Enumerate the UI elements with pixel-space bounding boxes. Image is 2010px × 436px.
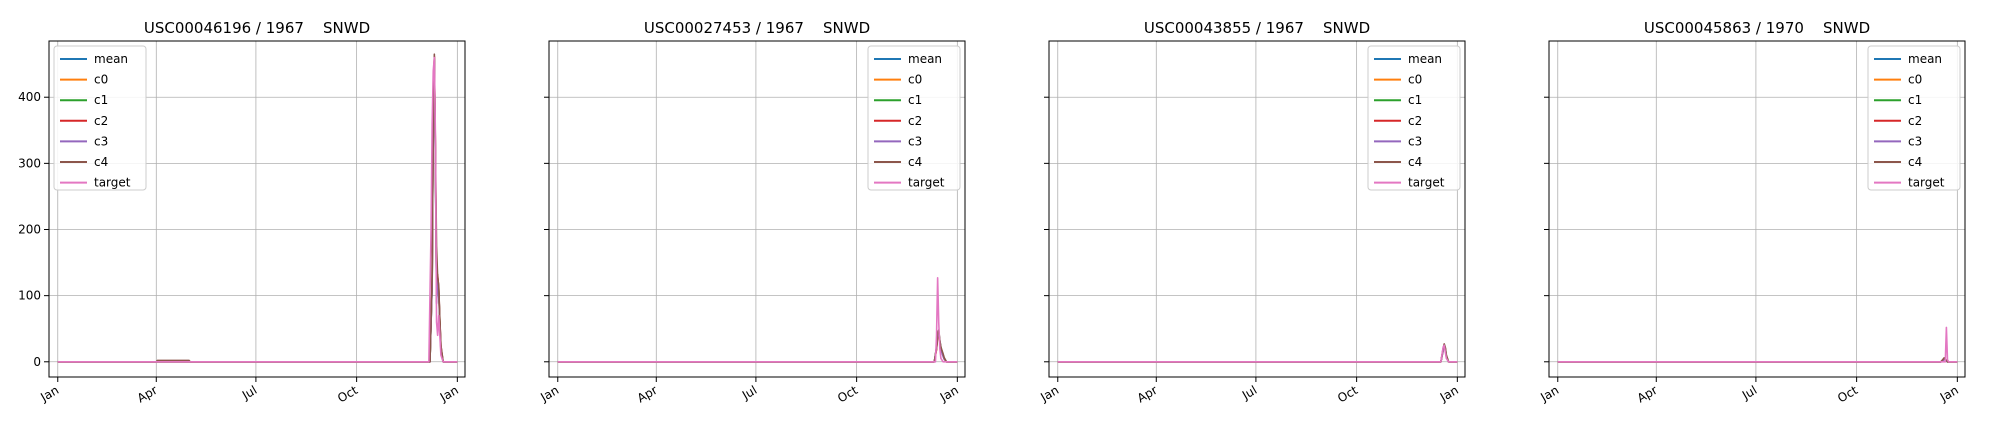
legend-box [1367,45,1461,191]
legend: mean c0 c1 c2 c3 c4 target [1367,45,1461,191]
legend-label-target: target [1408,176,1445,190]
series-line-target [1057,344,1458,363]
chart-title: USC00045863 / 1970 SNWD [1644,19,1870,37]
legend-label-target: target [94,176,131,190]
legend-box [867,45,961,191]
series-line-mean [1057,344,1458,363]
x-tick-label: Jul [239,383,259,403]
series-line-c2 [1057,344,1458,363]
series-line-c3 [557,332,958,363]
legend-label-c4: c4 [94,155,108,169]
x-tick-label: Jan [437,383,461,405]
legend: mean c0 c1 c2 c3 c4 target [53,45,147,191]
legend-label-target: target [908,176,945,190]
legend-label-target: target [1908,176,1945,190]
x-tick-label: Jan [37,383,61,405]
axes-frame [1048,40,1466,378]
series-line-c1 [557,330,958,363]
y-tick-label: 300 [18,156,41,170]
legend-box [1867,45,1961,191]
y-tick-label: 100 [18,289,41,303]
legend-box [53,45,147,191]
axes-frame [48,40,466,378]
legend-label-c0: c0 [1908,73,1922,87]
x-tick-label: Apr [135,383,160,406]
x-tick-label: Jan [1937,383,1961,405]
x-tick-label: Apr [1135,383,1160,406]
series-line-target [1557,326,1958,363]
x-tick-label: Apr [1635,383,1660,406]
legend-label-c1: c1 [908,93,922,107]
legend-label-mean: mean [94,52,128,66]
x-tick-label: Jan [537,383,561,405]
y-tick-label: 0 [33,355,41,369]
chart-panel-3: Jan Apr Jul Oct Jan USC00043855 / 1967 SNWD me… [1037,19,1466,406]
series-line-target [557,276,958,363]
series-line-c0 [1057,345,1458,363]
legend-label-c0: c0 [908,73,922,87]
legend-label-mean: mean [1408,52,1442,66]
legend-label-c3: c3 [908,134,922,148]
legend-label-c3: c3 [1908,134,1922,148]
y-tick-label: 400 [18,90,41,104]
series-line-c1 [1057,343,1458,363]
series-line-c4 [1057,343,1458,363]
legend-label-c0: c0 [94,73,108,87]
series-line-c3 [1057,345,1458,363]
legend-label-c1: c1 [94,93,108,107]
axes-frame [1548,40,1966,378]
legend-label-mean: mean [908,52,942,66]
x-tick-label: Apr [635,383,660,406]
x-tick-label: Jan [1537,383,1561,405]
series-line-mean [557,331,958,363]
legend-label-c0: c0 [1408,73,1422,87]
legend-label-c4: c4 [1408,155,1422,169]
x-tick-label: Jul [1239,383,1259,403]
legend-label-c4: c4 [908,155,922,169]
x-tick-label: Oct [1835,383,1860,406]
x-tick-label: Jul [739,383,759,403]
legend-label-c2: c2 [94,114,108,128]
y-tick-label: 200 [18,223,41,237]
chart-panel-4: Jan Apr Jul Oct Jan USC00045863 / 1970 SNWD me… [1537,19,1966,406]
chart-title: USC00027453 / 1967 SNWD [644,19,870,37]
x-tick-label: Jul [1739,383,1759,403]
legend: mean c0 c1 c2 c3 c4 target [867,45,961,191]
legend: mean c0 c1 c2 c3 c4 target [1867,45,1961,191]
legend-label-c4: c4 [1908,155,1922,169]
legend-label-c3: c3 [1408,134,1422,148]
series-line-target [57,56,458,363]
axes-frame [548,40,966,378]
chart-title: USC00043855 / 1967 SNWD [1144,19,1370,37]
legend-label-c2: c2 [908,114,922,128]
x-tick-label: Jan [1437,383,1461,405]
x-tick-label: Oct [335,383,360,406]
legend-label-c2: c2 [1408,114,1422,128]
legend-label-mean: mean [1908,52,1942,66]
x-tick-label: Oct [1335,383,1360,406]
series-line-c0 [557,333,958,363]
legend-label-c3: c3 [94,134,108,148]
series-line-c4 [557,329,958,363]
series-line-c2 [557,331,958,363]
x-tick-label: Jan [937,383,961,405]
x-tick-label: Jan [1037,383,1061,405]
legend-label-c1: c1 [1408,93,1422,107]
chart-panel-1: Jan Apr Jul Oct Jan 0 100 200 300 400 USC00046196 … [18,19,466,406]
legend-label-c1: c1 [1908,93,1922,107]
chart-title: USC00046196 / 1967 SNWD [144,19,370,37]
legend-label-c2: c2 [1908,114,1922,128]
chart-panel-2: Jan Apr Jul Oct Jan USC00027453 / 1967 SNWD me… [537,19,966,406]
x-tick-label: Oct [835,383,860,406]
